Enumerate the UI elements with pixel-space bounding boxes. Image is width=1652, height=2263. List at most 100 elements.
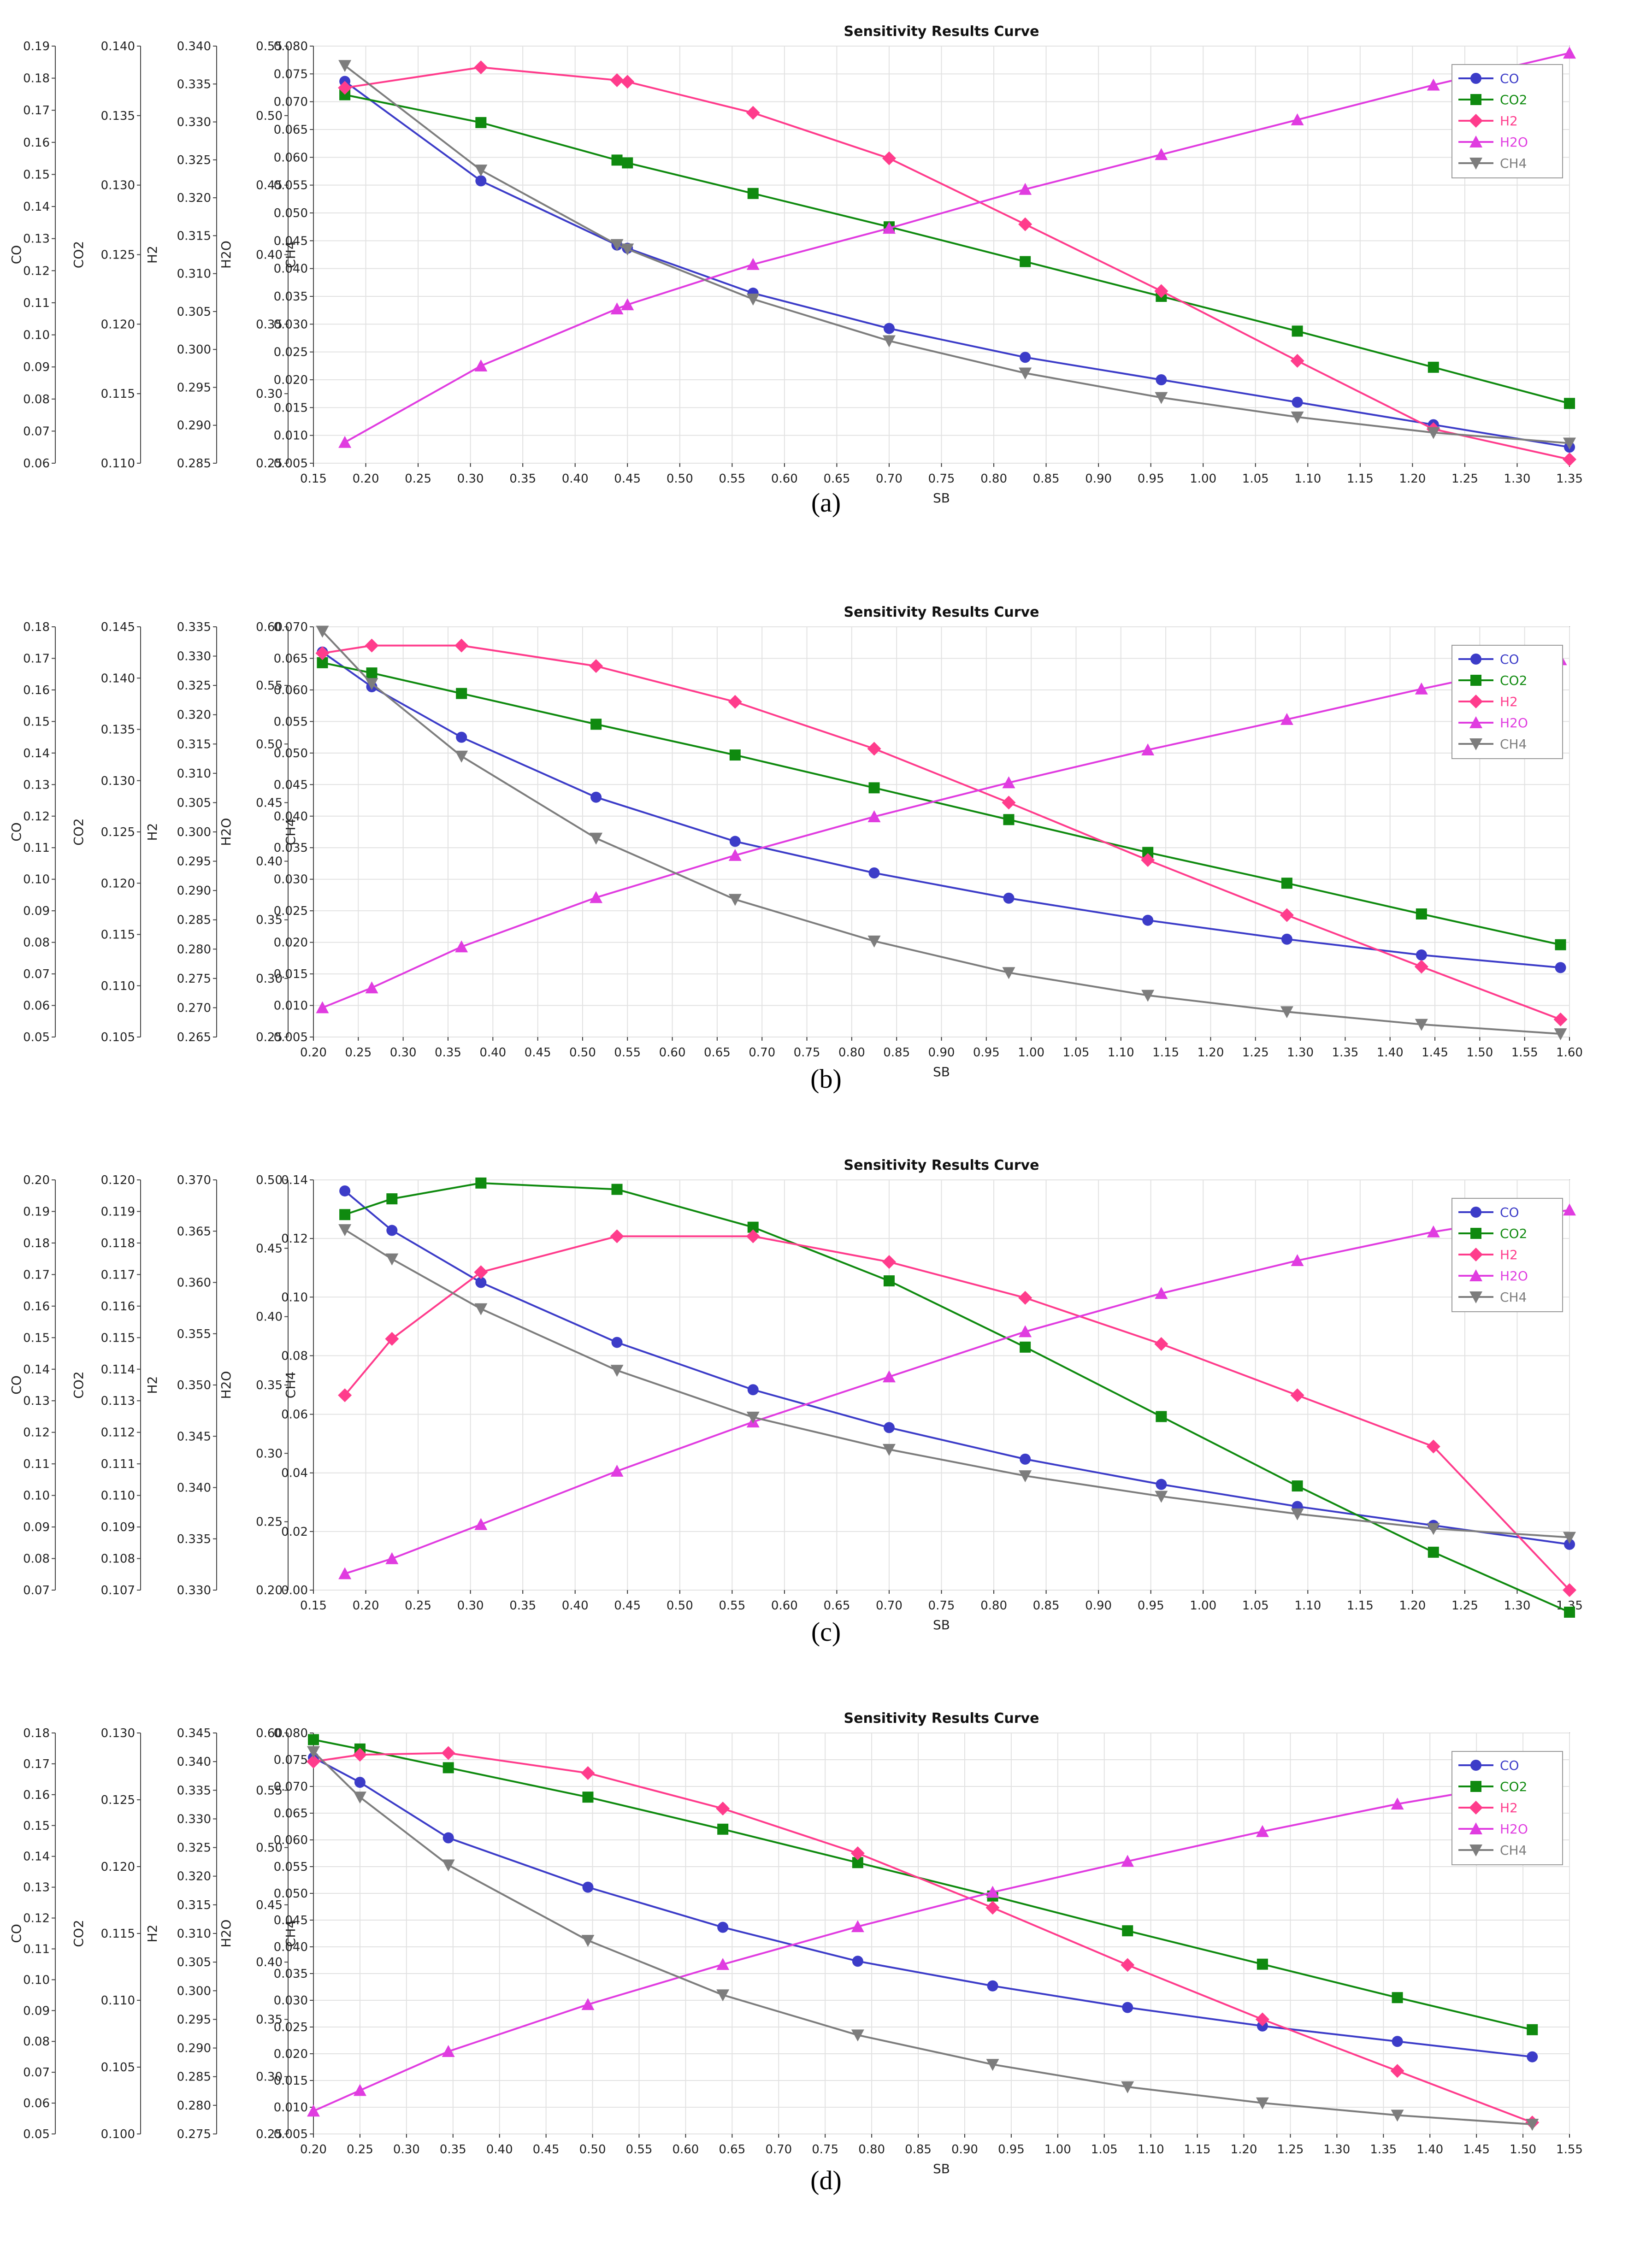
- series-h2: [338, 1229, 1576, 1597]
- data-point: [474, 1303, 488, 1315]
- y-tick-label: 0.035: [274, 290, 308, 304]
- data-point: [454, 638, 469, 653]
- legend-entry-h2o: H2O: [1458, 1821, 1528, 1837]
- x-tick-label: 1.30: [1287, 1046, 1314, 1060]
- y-tick-label: 0.17: [23, 1757, 50, 1771]
- y-tick-label: 0.270: [177, 1001, 211, 1015]
- legend-entry-h2o: H2O: [1458, 135, 1528, 150]
- y-tick-label: 0.06: [23, 999, 50, 1013]
- y-tick-label: 0.15: [23, 1331, 50, 1345]
- data-point: [1003, 814, 1015, 825]
- y-tick-label: 0.14: [23, 1850, 50, 1864]
- data-point: [590, 832, 603, 845]
- y-tick-label: 0.070: [274, 1780, 308, 1794]
- x-tick-label: 1.40: [1416, 2143, 1443, 2157]
- y-tick-label: 0.30: [256, 1447, 283, 1461]
- data-point: [611, 1184, 623, 1195]
- y-tick-label: 0.116: [101, 1300, 135, 1314]
- series-ch4: [338, 1224, 1576, 1544]
- y-tick-label: 0.09: [23, 2004, 50, 2018]
- y-tick-label: 0.100: [101, 2127, 135, 2141]
- data-point: [1564, 1606, 1575, 1618]
- x-tick-label: 0.90: [1085, 1599, 1112, 1613]
- data-point: [442, 2045, 455, 2057]
- y-tick-label: 0.108: [101, 1552, 135, 1566]
- y-tick-label: 0.320: [177, 1870, 211, 1884]
- y-tick-label: 0.12: [23, 810, 50, 824]
- data-point: [1256, 1825, 1269, 1837]
- y-tick-label: 0.20: [23, 1173, 50, 1187]
- y-tick-label: 0.55: [256, 679, 283, 693]
- y-axis-h2: 0.265 0.270 0.275 0.280 0.285 0.290 0.295 0.300…: [145, 620, 217, 1044]
- x-tick-label: 0.20: [300, 1046, 327, 1060]
- y-tick-label: 0.05: [23, 2127, 50, 2141]
- x-tick-label: 0.55: [626, 2143, 653, 2157]
- y-tick-label: 0.40: [256, 1956, 283, 1969]
- data-point: [1019, 1470, 1032, 1483]
- y-tick-label: 0.55: [256, 40, 283, 53]
- y-tick-label: 0.075: [274, 1753, 308, 1767]
- y-tick-label: 0.015: [274, 401, 308, 415]
- y-tick-label: 0.10: [23, 329, 50, 342]
- data-point: [729, 749, 741, 761]
- y-axis-h2: 0.275 0.280 0.285 0.290 0.295 0.300 0.305 0.310…: [145, 1727, 217, 2141]
- y-axis-co: 0.05 0.06 0.07 0.08 0.09 0.10 0.11 0.12 0.13 0.14…: [9, 620, 56, 1044]
- y-tick-label: 0.065: [274, 123, 308, 137]
- panel-label: (c): [811, 1617, 841, 1647]
- data-point: [729, 836, 741, 847]
- y-tick-label: 0.105: [101, 1031, 135, 1044]
- y-axis-ch4: 0.00 0.02 0.04 0.06 0.08 0.10 0.12 0.14 CH4: [281, 1173, 314, 1597]
- y-tick-label: 0.00: [281, 1584, 308, 1597]
- y-tick-label: 0.330: [177, 1584, 211, 1597]
- legend-marker: [1470, 73, 1481, 84]
- data-point: [1121, 2081, 1134, 2093]
- data-point: [1427, 78, 1440, 91]
- data-point: [747, 188, 759, 199]
- chart-panel-1: Sensitivity Results Curve 0.15 0.20 0.25 0.3…: [9, 24, 1583, 506]
- chart-panel-4: Sensitivity Results Curve 0.20 0.25 0.30 0.3…: [9, 1710, 1583, 2176]
- x-tick-label: 0.30: [390, 1046, 417, 1060]
- data-point: [455, 940, 468, 953]
- data-point: [1291, 113, 1304, 125]
- data-point: [611, 1337, 623, 1348]
- data-point: [338, 1224, 352, 1237]
- data-point: [1564, 1538, 1575, 1550]
- data-point: [1390, 2064, 1404, 2078]
- y-tick-label: 0.111: [101, 1457, 135, 1471]
- y-tick-label: 0.030: [274, 1994, 308, 2008]
- data-point: [338, 60, 352, 72]
- data-point: [1002, 776, 1015, 789]
- data-point: [868, 782, 880, 794]
- data-point: [1292, 396, 1303, 408]
- y-tick-label: 0.40: [256, 855, 283, 869]
- chart-panel-3: Sensitivity Results Curve 0.15 0.20 0.25 0.3…: [9, 1157, 1583, 1632]
- legend: CO CO2 H2 H2O CH4: [1451, 645, 1563, 759]
- x-tick-label: 1.10: [1294, 1599, 1321, 1613]
- data-point: [474, 359, 488, 371]
- data-point: [1018, 1291, 1032, 1305]
- y-tick-label: 0.15: [23, 168, 50, 182]
- legend-marker: [1469, 1822, 1482, 1834]
- data-point: [365, 638, 379, 653]
- legend-label: CO2: [1500, 1779, 1527, 1794]
- y-tick-label: 0.15: [23, 715, 50, 729]
- y-tick-label: 0.030: [274, 318, 308, 331]
- y-tick-label: 0.14: [23, 1363, 50, 1377]
- data-point: [882, 1444, 896, 1456]
- x-tick-label: 0.50: [569, 1046, 596, 1060]
- y-tick-label: 0.17: [23, 104, 50, 118]
- x-tick-label: 1.55: [1556, 2143, 1583, 2157]
- data-point: [475, 175, 487, 187]
- x-tick-label: 0.95: [1138, 472, 1164, 486]
- y-tick-label: 0.310: [177, 267, 211, 281]
- data-point: [621, 243, 634, 256]
- legend-entry-h2: H2: [1458, 1247, 1518, 1262]
- data-point: [728, 849, 742, 861]
- y-tick-label: 0.320: [177, 191, 211, 205]
- data-point: [315, 646, 330, 660]
- x-tick-label: 0.85: [1033, 1599, 1060, 1613]
- y-tick-label: 0.25: [256, 457, 283, 471]
- legend-entry-ch4: CH4: [1458, 737, 1527, 752]
- y-tick-label: 0.300: [177, 825, 211, 839]
